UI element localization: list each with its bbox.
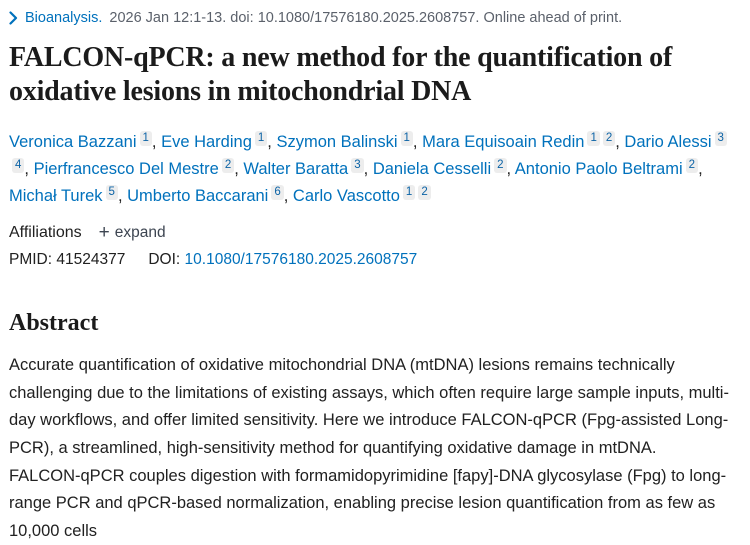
author-link[interactable]: Walter Baratta: [243, 160, 349, 179]
author-separator: ,: [363, 160, 373, 179]
affiliation-superscript[interactable]: 2: [494, 158, 507, 174]
author-link[interactable]: Eve Harding: [161, 133, 252, 152]
author-separator: ,: [506, 160, 515, 179]
plus-icon: +: [98, 222, 110, 244]
affiliations-label: Affiliations: [9, 223, 82, 241]
author-link[interactable]: Veronica Bazzani: [9, 133, 137, 152]
author-separator: ,: [24, 160, 34, 179]
chevron-right-icon: [9, 11, 18, 25]
affiliation-superscript[interactable]: 1: [587, 131, 600, 147]
affiliation-superscript[interactable]: 3: [714, 131, 727, 147]
author-separator: ,: [151, 133, 162, 152]
identifiers-row: PMID: 41524377 DOI: 10.1080/17576180.2025…: [9, 251, 732, 269]
journal-citation-row: Bioanalysis. 2026 Jan 12:1-13. doi: 10.1…: [9, 10, 732, 26]
article-title: FALCON-qPCR: a new method for the quanti…: [9, 42, 673, 107]
affiliation-superscript[interactable]: 3: [351, 158, 364, 174]
affiliation-superscript[interactable]: 4: [12, 158, 25, 174]
author-link[interactable]: Antonio Paolo Beltrami: [514, 160, 683, 179]
affiliation-superscript[interactable]: 1: [254, 131, 268, 147]
abstract-text: Accurate quantification of oxidative mit…: [9, 356, 729, 540]
author-list: Veronica Bazzani 1, Eve Harding 1, Szymon …: [9, 129, 732, 210]
expand-label: expand: [114, 223, 166, 241]
author-separator: ,: [412, 133, 423, 152]
pmid-group: PMID: 41524377: [9, 251, 125, 268]
journal-link[interactable]: Bioanalysis.: [25, 10, 103, 26]
pmid-label: PMID:: [9, 251, 53, 269]
affiliations-row: Affiliations + expand: [9, 223, 732, 242]
abstract-heading: Abstract: [9, 310, 99, 337]
affiliation-superscript[interactable]: 5: [105, 185, 118, 201]
affiliation-superscript[interactable]: 2: [602, 131, 616, 147]
affiliation-superscript[interactable]: 1: [400, 131, 413, 147]
author-separator: ,: [267, 133, 277, 152]
expand-affiliations-button[interactable]: + expand: [99, 223, 166, 242]
affiliation-superscript[interactable]: 1: [402, 185, 416, 201]
affiliation-superscript[interactable]: 2: [685, 158, 699, 174]
author-link[interactable]: Carlo Vascotto: [292, 187, 400, 206]
affiliation-superscript[interactable]: 2: [418, 185, 431, 201]
author-separator: ,: [615, 133, 625, 152]
author-link[interactable]: Szymon Balinski: [276, 133, 398, 152]
author-separator: ,: [698, 160, 703, 179]
affiliation-superscript[interactable]: 2: [221, 158, 235, 174]
affiliation-superscript[interactable]: 6: [271, 185, 284, 201]
citation-meta: 2026 Jan 12:1-13. doi: 10.1080/17576180.…: [109, 10, 623, 26]
doi-link[interactable]: 10.1080/17576180.2025.2608757: [184, 251, 418, 269]
author-separator: ,: [234, 160, 244, 179]
author-link[interactable]: Daniela Cesselli: [372, 160, 492, 179]
author-separator: ,: [117, 187, 128, 206]
pmid-value: 41524377: [56, 251, 126, 269]
doi-group: DOI: 10.1080/17576180.2025.2608757: [148, 251, 417, 268]
author-separator: ,: [283, 187, 293, 206]
affiliation-superscript[interactable]: 1: [139, 131, 152, 147]
author-link[interactable]: Mara Equisoain Redin: [422, 133, 585, 152]
abstract-section: Abstract Accurate quantification of oxid…: [9, 310, 732, 545]
author-link[interactable]: Michał Turek: [9, 187, 103, 206]
doi-label: DOI:: [148, 251, 181, 269]
author-link[interactable]: Umberto Baccarani: [127, 187, 269, 206]
author-link[interactable]: Dario Alessi: [624, 133, 712, 152]
author-link[interactable]: Pierfrancesco Del Mestre: [33, 160, 219, 179]
